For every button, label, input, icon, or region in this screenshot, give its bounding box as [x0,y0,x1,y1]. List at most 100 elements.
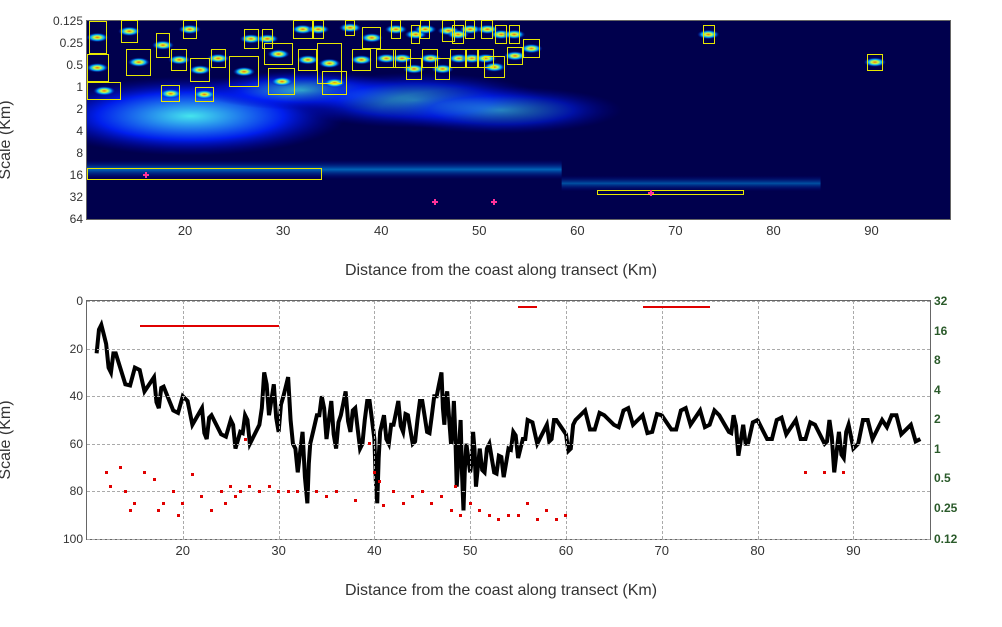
red-point [109,485,112,488]
red-point [507,514,510,517]
bottom-xtick: 90 [846,539,860,558]
detection-box [597,190,744,195]
depth-line-plot [87,301,930,539]
red-point [229,485,232,488]
red-point [382,504,385,507]
bottom-xtick: 20 [176,539,190,558]
top-ytick: 8 [76,146,87,160]
detection-box [703,25,715,45]
top-axes-area: 0.1250.250.512481632642030405060708090 [86,20,951,220]
detection-box [435,58,450,80]
red-point [392,490,395,493]
bottom-ytick-right: 1 [930,442,941,456]
red-segment [140,325,279,327]
red-point [545,509,548,512]
top-xtick: 40 [374,219,388,238]
detection-box [362,27,382,49]
line-panel: Scale (Km) Scale (Km) 0204060801000.120.… [11,290,991,590]
detection-box [171,49,187,71]
top-xtick: 20 [178,219,192,238]
top-xlabel: Distance from the coast along transect (… [345,262,657,280]
red-point [181,502,184,505]
gridline [758,301,759,539]
red-point [478,509,481,512]
scalogram-panel: Scale (Km) [11,10,991,270]
top-xtick: 50 [472,219,486,238]
bottom-ytick-right: 4 [930,383,941,397]
bottom-ytick-right: 2 [930,412,941,426]
red-point [526,502,529,505]
red-point [315,490,318,493]
red-point [224,502,227,505]
detection-box [509,25,521,45]
detection-box [183,20,197,39]
bottom-ytick-right: 0.25 [930,501,957,515]
red-point [143,471,146,474]
gridline [87,396,930,397]
gridline [87,349,930,350]
red-point [555,518,558,521]
bottom-ytick-right: 0.12 [930,532,957,546]
top-xtick: 80 [766,219,780,238]
top-ylabel: Scale (Km) [0,100,15,179]
detection-box [322,71,347,96]
scalogram-marker [432,199,438,205]
red-point [239,490,242,493]
detection-box [268,68,294,95]
detection-box [481,20,493,39]
gridline [853,301,854,539]
detection-box [523,39,540,58]
detection-box [89,21,107,54]
top-xtick: 70 [668,219,682,238]
detection-box [298,49,318,71]
figure-container: Scale (Km) [11,10,991,590]
gridline [87,491,930,492]
gridline [87,301,930,302]
gridline [566,301,567,539]
top-ytick: 1 [76,80,87,94]
detection-box [87,82,121,100]
bottom-ytick-left: 0 [76,294,87,308]
detection-box [465,20,476,39]
bottom-xtick: 50 [463,539,477,558]
red-point [454,485,457,488]
bottom-ytick-left: 60 [70,437,87,451]
detection-box [156,33,171,58]
red-point [469,502,472,505]
red-point [258,490,261,493]
scalogram-marker [491,199,497,205]
bottom-ytick-right: 0.5 [930,471,951,485]
red-point [124,490,127,493]
detection-box [484,56,505,78]
red-point [277,490,280,493]
red-point [153,478,156,481]
detection-box [420,20,430,39]
red-point [325,495,328,498]
gridline [279,301,280,539]
red-point [234,495,237,498]
top-ytick: 0.125 [53,14,87,28]
red-point [335,490,338,493]
detection-box [229,56,258,87]
red-point [210,509,213,512]
top-ytick: 4 [76,124,87,138]
red-point [162,502,165,505]
gridline [87,444,930,445]
red-point [823,471,826,474]
bottom-xtick: 60 [559,539,573,558]
bottom-ytick-left: 100 [63,532,87,546]
red-point [440,495,443,498]
red-point [804,471,807,474]
detection-box [190,58,210,82]
detection-box [345,20,355,36]
red-point [430,502,433,505]
red-point [220,490,223,493]
red-point [368,442,371,445]
red-point [268,485,271,488]
detection-box [391,20,401,39]
red-point [354,499,357,502]
red-point [536,518,539,521]
bottom-xtick: 80 [750,539,764,558]
red-point [248,485,251,488]
bottom-ytick-left: 20 [70,342,87,356]
